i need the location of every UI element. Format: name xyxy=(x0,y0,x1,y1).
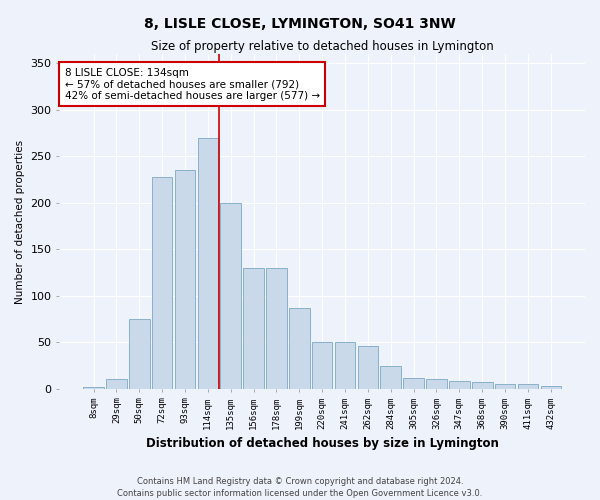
Bar xyxy=(472,382,493,389)
Bar xyxy=(403,378,424,389)
Bar xyxy=(266,268,287,389)
Bar xyxy=(358,346,378,389)
Bar xyxy=(380,366,401,389)
Bar xyxy=(129,319,149,389)
Bar xyxy=(449,382,470,389)
Bar xyxy=(220,203,241,389)
Bar xyxy=(518,384,538,389)
Bar xyxy=(289,308,310,389)
Bar xyxy=(335,342,355,389)
Bar xyxy=(197,138,218,389)
Bar xyxy=(541,386,561,389)
Bar xyxy=(175,170,195,389)
Y-axis label: Number of detached properties: Number of detached properties xyxy=(15,140,25,304)
Text: 8, LISLE CLOSE, LYMINGTON, SO41 3NW: 8, LISLE CLOSE, LYMINGTON, SO41 3NW xyxy=(144,18,456,32)
Bar xyxy=(106,380,127,389)
Bar xyxy=(426,380,447,389)
X-axis label: Distribution of detached houses by size in Lymington: Distribution of detached houses by size … xyxy=(146,437,499,450)
Bar xyxy=(495,384,515,389)
Title: Size of property relative to detached houses in Lymington: Size of property relative to detached ho… xyxy=(151,40,494,53)
Bar xyxy=(83,387,104,389)
Text: 8 LISLE CLOSE: 134sqm
← 57% of detached houses are smaller (792)
42% of semi-det: 8 LISLE CLOSE: 134sqm ← 57% of detached … xyxy=(65,68,320,101)
Bar xyxy=(243,268,264,389)
Bar xyxy=(312,342,332,389)
Text: Contains HM Land Registry data © Crown copyright and database right 2024.
Contai: Contains HM Land Registry data © Crown c… xyxy=(118,476,482,498)
Bar xyxy=(152,177,172,389)
